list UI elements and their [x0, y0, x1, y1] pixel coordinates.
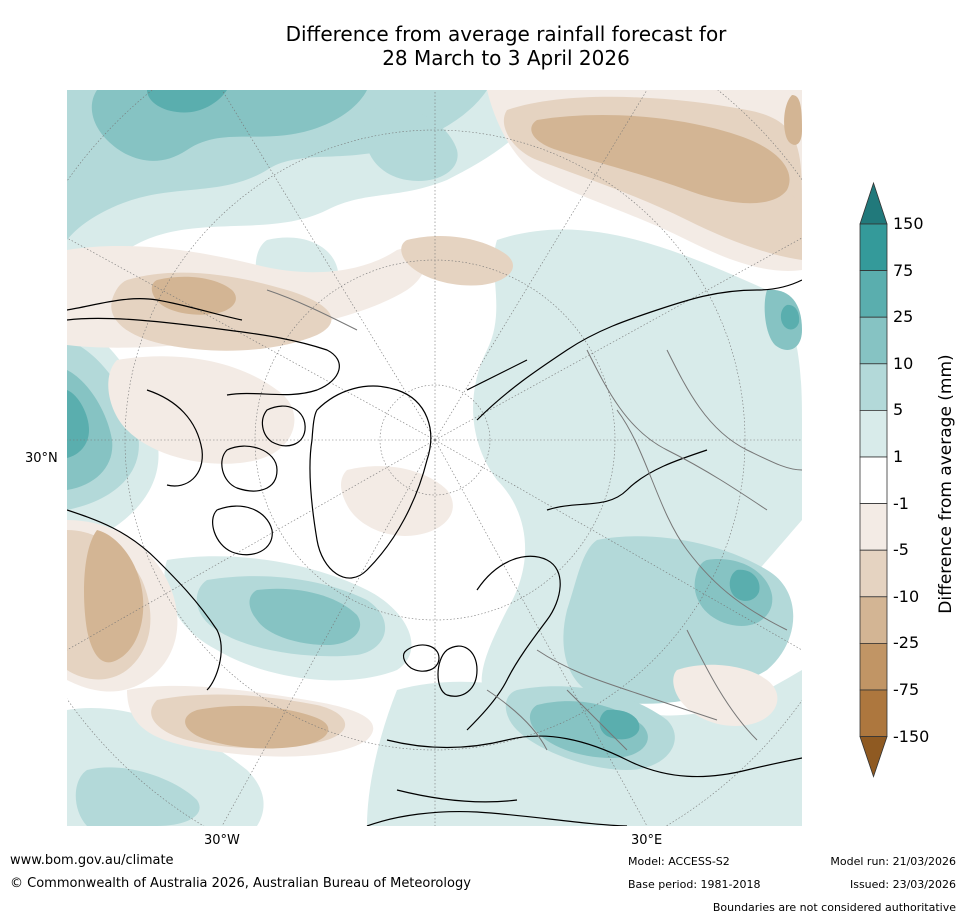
- colorbar-tick-label: -5: [893, 540, 909, 560]
- colorbar-band: [859, 503, 888, 551]
- colorbar-extend-max: [859, 181, 888, 225]
- colorbar-tick-label: -10: [893, 586, 920, 606]
- map-title: Difference from average rainfall forecas…: [0, 22, 965, 70]
- anomaly-band-25-75: [67, 90, 800, 740]
- colorbar-band: [859, 270, 888, 318]
- colorbar-band: [859, 642, 888, 691]
- colorbar-band: [859, 596, 888, 644]
- colorbar-band: [859, 363, 888, 411]
- colorbar-band: [859, 689, 888, 737]
- title-line-2: 28 March to 3 April 2026: [382, 46, 630, 70]
- map-canvas: [67, 90, 802, 826]
- colorbar-tick-label: 25: [893, 307, 914, 327]
- colorbar-band: [859, 549, 888, 598]
- model-text: Model: ACCESS-S2: [628, 855, 730, 868]
- colorbar-extend-min: [859, 736, 888, 778]
- colorbar-tick-label: 10: [893, 353, 914, 373]
- lon-label-30e: 30°E: [631, 833, 663, 848]
- colorbar-tick-label: -1: [893, 493, 909, 513]
- colorbar-tick-label: -150: [893, 726, 930, 746]
- anomaly-band-minus10-minus25: [84, 95, 802, 749]
- lon-label-30w: 30°W: [204, 833, 240, 848]
- colorbar-title: Difference from average (mm): [936, 354, 956, 614]
- colorbar-tick-label: 1: [893, 447, 904, 466]
- colorbar-tick-label: 75: [893, 260, 914, 280]
- disclaimer-text: Boundaries are not considered authoritat…: [712, 901, 956, 914]
- colorbar-tick-label: -25: [893, 633, 920, 653]
- model-run-text: Model run: 21/03/2026: [830, 855, 956, 868]
- title-line-1: Difference from average rainfall forecas…: [285, 22, 727, 46]
- graticule-longitude: [67, 90, 802, 826]
- rainfall-anomaly-map: [67, 90, 802, 826]
- lat-label-30n: 30°N: [25, 451, 58, 466]
- colorbar-tick-label: -75: [893, 680, 920, 699]
- colorbar-band: [859, 316, 888, 365]
- colorbar-tick-label: 5: [893, 400, 904, 420]
- colorbar: [859, 181, 888, 778]
- colorbar-band: [859, 456, 888, 504]
- website-link[interactable]: www.bom.gov.au/climate: [10, 853, 174, 868]
- base-period-text: Base period: 1981-2018: [628, 878, 761, 891]
- copyright-text: © Commonwealth of Australia 2026, Austra…: [10, 876, 471, 891]
- issued-text: Issued: 23/03/2026: [849, 878, 956, 891]
- colorbar-band: [859, 409, 888, 458]
- colorbar-tick-label: 150: [893, 214, 924, 233]
- country-boundaries: [266, 289, 802, 751]
- colorbar-band: [859, 223, 888, 271]
